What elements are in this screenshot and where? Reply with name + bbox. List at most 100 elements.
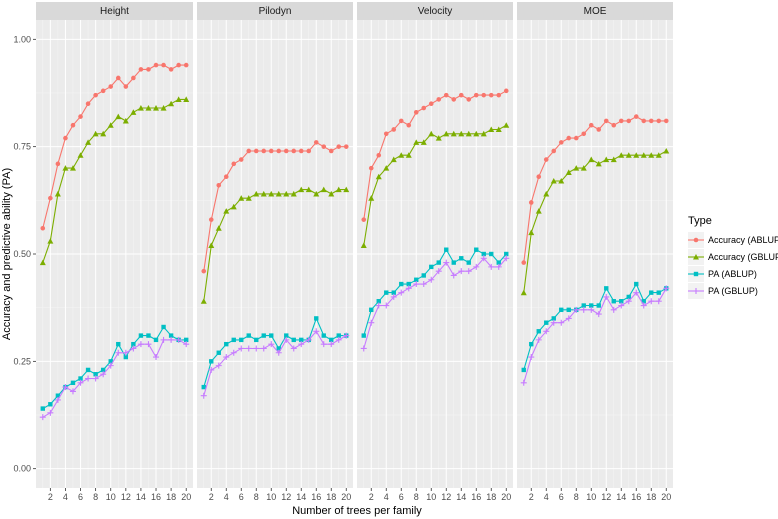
data-point [529,341,534,347]
data-point [78,376,83,381]
data-point [93,372,98,377]
data-point [245,345,252,352]
data-point [398,289,405,296]
data-point [328,341,335,348]
data-point [528,354,535,361]
data-point [146,333,151,338]
y-tick-label: 0.00 [13,464,31,474]
data-point [100,88,106,94]
data-point [435,268,442,275]
data-point [420,281,427,288]
data-point [565,169,572,175]
data-point [383,165,390,171]
data-point [335,336,342,343]
x-tick-label: 14 [456,492,466,502]
data-point [137,105,144,111]
data-point [641,118,647,124]
data-point [276,148,282,154]
data-point [290,190,297,197]
data-point [201,384,206,390]
data-point [160,336,167,343]
data-point [138,333,144,338]
x-tick-label: 8 [574,492,579,502]
data-point [383,131,389,137]
data-point [137,341,144,348]
series-pa-gblup [200,328,350,399]
data-point [368,319,375,326]
data-point [230,349,237,356]
data-point [208,242,215,248]
data-point [269,333,274,338]
series-line [42,339,187,418]
data-point [146,67,151,72]
data-point [115,75,121,81]
data-point [595,311,602,318]
data-point [283,190,290,197]
data-point [291,337,296,343]
data-point [618,302,625,309]
data-point [275,190,282,197]
data-point [626,294,631,300]
data-point [183,341,190,348]
x-tick-label: 6 [559,492,564,502]
data-point [375,173,382,180]
data-point [480,130,487,137]
data-point [343,186,350,193]
data-point [39,259,46,266]
x-tick-label: 10 [426,492,436,502]
x-tick-label: 20 [501,492,511,502]
data-point [123,84,129,89]
x-tick-label: 6 [239,492,244,502]
data-point [122,117,129,124]
data-point [343,332,350,339]
data-point [69,165,76,171]
data-point [376,152,382,158]
series-pa-ablup [361,247,509,338]
data-point [384,290,389,295]
data-point [495,126,502,133]
data-point [640,302,647,309]
facet-strip-label: Pilodyn [259,6,292,17]
data-point [246,148,252,154]
data-point [429,264,434,270]
data-point [231,161,237,167]
data-point [588,156,595,163]
series-pa-ablup [201,316,349,390]
data-point [435,135,442,141]
data-point [305,186,312,193]
data-point [283,148,289,154]
y-tick-label: 0.75 [13,142,31,152]
data-point [421,105,427,111]
series-accuracy-ablup [40,62,189,231]
data-point [175,336,182,343]
data-point [391,290,396,295]
series-pa-ablup [40,324,189,411]
data-point [208,366,215,373]
data-point [215,225,222,231]
data-point [85,139,92,145]
data-point [444,247,449,252]
x-tick-label: 4 [544,492,549,502]
x-tick-label: 12 [121,492,131,502]
data-point [245,195,252,201]
legend-key-marker [693,271,699,277]
data-point [573,165,580,171]
data-point [361,217,367,222]
data-point [224,341,229,347]
data-point [655,298,662,305]
data-point [458,92,464,98]
data-point [107,362,114,369]
data-point [376,299,381,304]
data-point [131,341,136,347]
data-point [473,92,479,98]
facet-strip [197,2,353,20]
data-point [390,156,397,163]
data-point [503,255,510,262]
data-point [458,130,465,137]
data-point [216,350,221,355]
series-accuracy-gblup [39,96,190,266]
data-point [596,127,602,132]
facet-strip-label: MOE [584,6,607,17]
data-point [283,336,290,343]
data-point [558,178,565,184]
